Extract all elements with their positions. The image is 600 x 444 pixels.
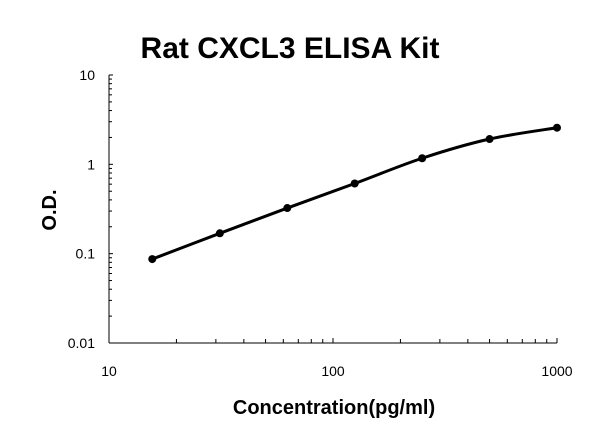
x-tick-label: 1000	[541, 363, 572, 379]
y-tick-label: 0.1	[76, 246, 96, 262]
data-point	[350, 179, 359, 188]
data-point	[553, 123, 561, 132]
data-point	[215, 229, 224, 238]
series-line	[151, 126, 558, 261]
data-point	[283, 204, 292, 213]
chart-title: Rat CXCL3 ELISA Kit	[141, 32, 440, 65]
y-tick-label: 0.01	[68, 335, 95, 351]
x-tick-label: 10	[101, 363, 117, 379]
data-point	[418, 154, 427, 163]
x-tick-label: 100	[321, 363, 345, 379]
x-axis-label: Concentration(pg/ml)	[233, 397, 435, 419]
y-tick-label: 10	[79, 67, 95, 83]
data-point	[485, 135, 494, 144]
y-axis-label: O.D.	[39, 189, 61, 230]
data-point	[148, 255, 157, 264]
y-tick-label: 1	[87, 156, 95, 172]
